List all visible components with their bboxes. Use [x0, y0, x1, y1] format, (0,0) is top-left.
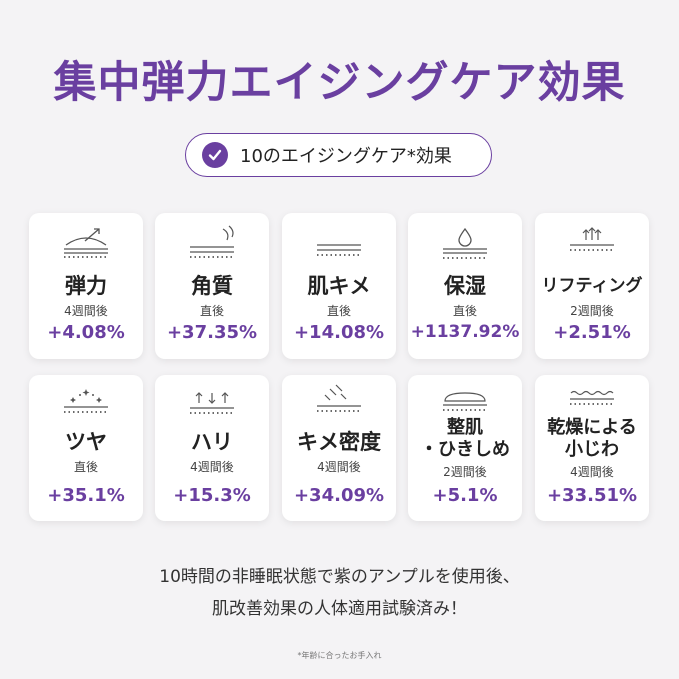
effect-label: ツヤ: [65, 430, 107, 454]
effect-period: 直後: [73, 460, 98, 474]
keratin-icon: [190, 225, 234, 258]
effect-card-elasticity: 弾力 4週間後 +4.08%: [29, 213, 143, 359]
badge-text: 10のエイジングケア*効果: [240, 146, 452, 167]
effect-label: キメ密度: [297, 430, 381, 454]
effect-period: 4週間後: [190, 460, 234, 474]
effects-badge: 10のエイジングケア*効果: [185, 133, 492, 177]
effect-value: +4.08%: [47, 322, 125, 343]
check-icon: [202, 142, 228, 168]
effect-period: 直後: [199, 304, 224, 318]
effect-value: +35.1%: [47, 485, 125, 506]
effect-label: 角質: [191, 274, 233, 298]
effect-label-line: ・ひきしめ: [420, 439, 510, 460]
effect-period: 直後: [452, 304, 477, 318]
moisture-icon: [443, 227, 487, 259]
effect-label-line: 整肌: [447, 417, 483, 438]
effect-label: 肌キメ: [307, 274, 371, 298]
wrinkle-icon: [570, 390, 614, 405]
effect-card-density: キメ密度 4週間後 +34.09%: [282, 375, 396, 521]
elasticity-icon: [64, 228, 108, 258]
page-title: 集中弾力エイジングケア効果: [53, 58, 626, 108]
density-icon: [317, 384, 361, 412]
effect-label: 整肌 ・ひきしめ: [408, 417, 522, 461]
effect-period: 2週間後: [443, 465, 487, 479]
effect-value: +2.51%: [553, 322, 631, 343]
effect-label: ハリ: [191, 430, 233, 454]
effect-card-lifting: リフティング 2週間後 +2.51%: [535, 213, 649, 359]
effect-value: +15.3%: [173, 485, 251, 506]
effect-value: +37.35%: [166, 322, 258, 343]
effect-period: 2週間後: [570, 304, 614, 318]
effect-period: 4週間後: [64, 304, 108, 318]
texture-icon: [317, 244, 361, 256]
effect-card-firmness: ハリ 4週間後 +15.3%: [155, 375, 269, 521]
glow-icon: [64, 389, 108, 413]
effect-value: +5.1%: [432, 485, 498, 506]
effect-label: リフティング: [541, 276, 643, 296]
effect-card-wrinkle: 乾燥による 小じわ 4週間後 +33.51%: [535, 375, 649, 521]
effect-label: 保湿: [444, 274, 486, 298]
effect-card-texture: 肌キメ 直後 +14.08%: [282, 213, 396, 359]
effect-value: +14.08%: [293, 322, 385, 343]
effect-label: 乾燥による 小じわ: [535, 417, 649, 461]
effect-period: 4週間後: [317, 460, 361, 474]
tightening-icon: [443, 392, 487, 411]
firmness-icon: [190, 392, 234, 414]
effect-label-line: 乾燥による: [547, 417, 637, 438]
effect-card-tightening: 整肌 ・ひきしめ 2週間後 +5.1%: [408, 375, 522, 521]
effect-label: 弾力: [65, 274, 107, 298]
effect-card-keratin: 角質 直後 +37.35%: [155, 213, 269, 359]
effect-value: +1137.92%: [410, 322, 520, 342]
effect-label-line: 小じわ: [565, 439, 619, 460]
description-line-2: 肌改善効果の人体適用試験済み！: [212, 599, 467, 619]
effect-card-glow: ツヤ 直後 +35.1%: [29, 375, 143, 521]
description-line-1: 10時間の非睡眠状態で紫のアンプルを使用後、: [159, 567, 520, 587]
lifting-icon: [570, 227, 614, 251]
effect-period: 直後: [326, 304, 351, 318]
footnote: *年齢に合ったお手入れ: [297, 651, 382, 660]
effect-period: 4週間後: [570, 465, 614, 479]
effect-value: +34.09%: [293, 485, 385, 506]
effect-value: +33.51%: [546, 485, 638, 506]
effect-card-moisture: 保湿 直後 +1137.92%: [408, 213, 522, 359]
